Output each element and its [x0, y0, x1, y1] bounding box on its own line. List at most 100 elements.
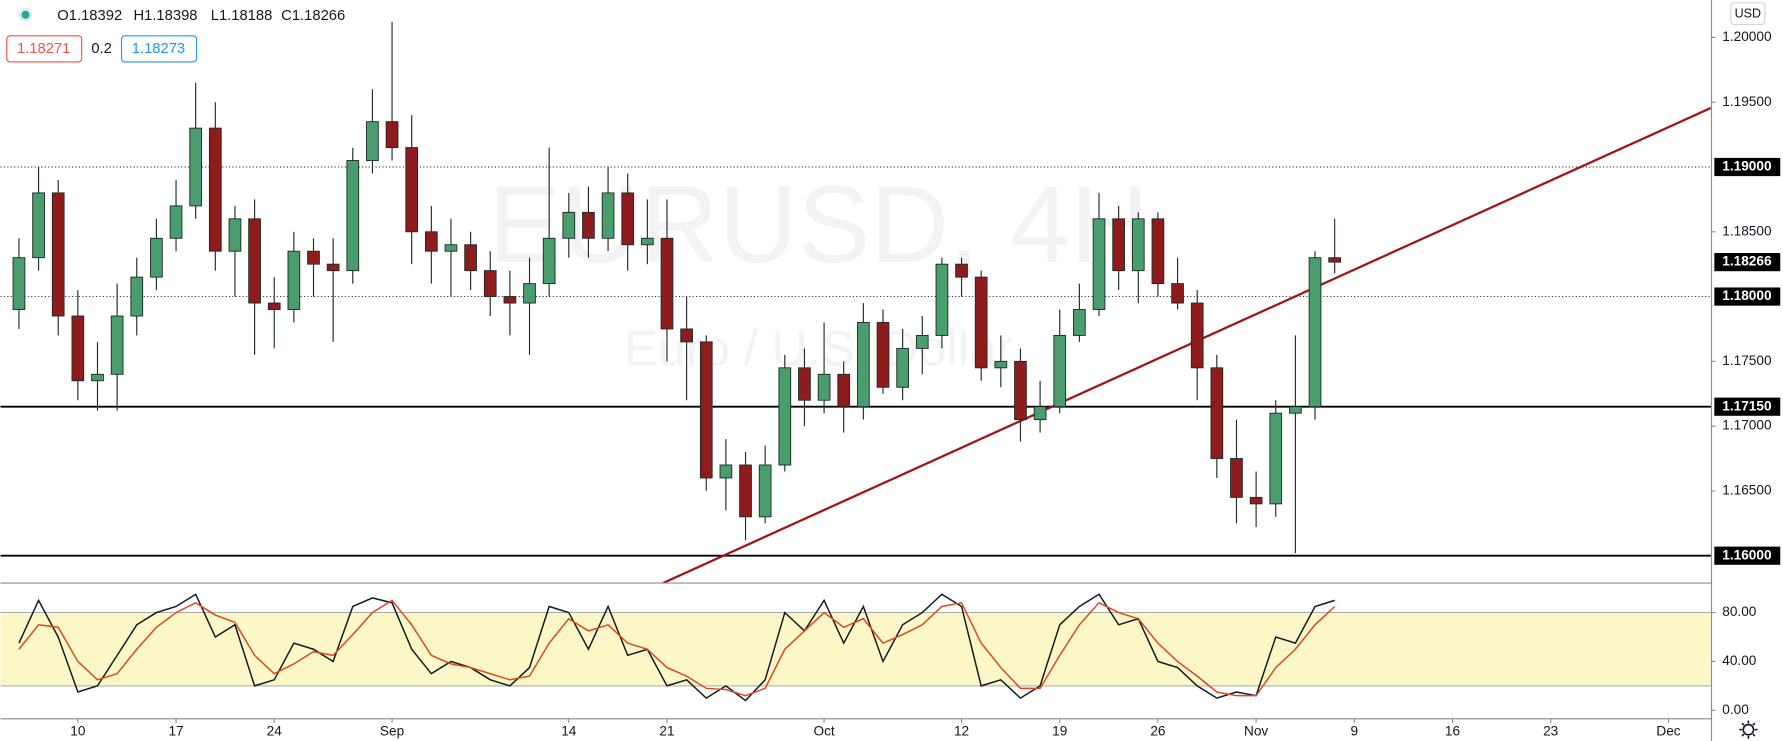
currency: USD	[1735, 7, 1761, 21]
level-label-box	[1714, 253, 1781, 272]
candle-body	[32, 192, 45, 259]
high-label: H1.18398	[133, 8, 197, 24]
candle-body	[483, 270, 497, 298]
oscillator-pane	[0, 593, 1711, 702]
settings-gear[interactable]	[1742, 723, 1755, 736]
candle-body	[228, 218, 242, 252]
y-tick-label: 1.16500	[1722, 483, 1772, 498]
price-pane	[12, 21, 1711, 584]
candle-body	[169, 205, 183, 239]
candle-body	[935, 263, 949, 336]
candle-body	[523, 283, 536, 304]
level-label-box	[1714, 287, 1781, 306]
x-tick-label: 24	[267, 724, 283, 739]
candle-body	[974, 276, 988, 369]
candle-body	[896, 347, 909, 388]
candle-body	[248, 218, 261, 304]
candle-body	[503, 296, 517, 304]
candle-body	[424, 231, 438, 252]
levels	[0, 166, 1711, 557]
oscillator-band	[0, 612, 1711, 686]
candle-body	[12, 257, 26, 310]
status-dot	[21, 10, 30, 19]
level-label: 1.19000	[1722, 159, 1772, 174]
candle-body	[876, 322, 890, 388]
candle-body	[1328, 257, 1342, 263]
candle-body	[208, 127, 222, 252]
candle-body	[1151, 218, 1165, 285]
x-tick-label: 21	[659, 724, 674, 739]
y-tick-label: 80.00	[1722, 604, 1757, 619]
candle-body	[1033, 406, 1047, 421]
candle-body	[1014, 360, 1027, 421]
candle-body	[562, 211, 576, 239]
ask-price: 1.18273	[132, 41, 185, 57]
y-tick-label: 0.00	[1722, 702, 1749, 717]
candle-body	[621, 192, 635, 246]
sell-button[interactable]	[6, 35, 83, 63]
candle-body	[1073, 309, 1086, 336]
candle-body	[601, 192, 615, 239]
candle-body	[1053, 334, 1067, 408]
open-label: O1.18392	[57, 8, 122, 24]
candle-body	[267, 302, 281, 310]
candle-body	[758, 464, 772, 518]
level-label: 1.18266	[1722, 254, 1772, 269]
y-tick-label: 1.17000	[1722, 418, 1772, 433]
candle-body	[1308, 257, 1322, 408]
candle-body	[640, 237, 654, 246]
low-label: L1.18188	[211, 8, 273, 24]
y-tick-label: 1.17500	[1722, 353, 1772, 368]
candle-body	[1269, 412, 1283, 505]
candle-body	[130, 276, 144, 317]
candle-body	[817, 373, 831, 401]
x-tick-label: 10	[70, 724, 86, 739]
candle-body	[1131, 218, 1145, 272]
candle-body	[346, 160, 360, 272]
candle-body	[857, 322, 870, 408]
candle-body	[189, 127, 203, 207]
x-tick-label: 12	[954, 724, 969, 739]
candle-body	[71, 315, 85, 382]
level-label-box	[1714, 546, 1781, 565]
spread: 0.2	[91, 41, 112, 57]
close-label: C1.18266	[281, 8, 345, 24]
buy-button[interactable]	[120, 35, 198, 63]
axes: 1.20000 1.19500 1.18500 1.17500 1.17000 1.165…	[70, 29, 1781, 739]
candle-body	[91, 373, 104, 382]
candle-body	[542, 237, 556, 285]
currency-button[interactable]	[1730, 2, 1766, 26]
candle-body	[1190, 302, 1204, 369]
level-label: 1.16000	[1722, 547, 1772, 562]
trendline	[662, 106, 1711, 584]
candle-body	[307, 250, 320, 265]
x-tick-label: 14	[561, 724, 577, 739]
candle-body	[385, 121, 399, 149]
candle-body	[366, 121, 379, 161]
y-tick-label: 40.00	[1722, 653, 1757, 668]
x-tick-label: 17	[168, 724, 183, 739]
candle-body	[150, 237, 163, 278]
candle-body	[699, 341, 713, 479]
candle-body	[1210, 367, 1224, 459]
settings-teeth[interactable]	[1739, 720, 1758, 739]
candle-body	[1289, 406, 1302, 414]
candle-body	[1249, 496, 1263, 505]
candle-body	[719, 464, 733, 479]
level-label-box	[1714, 397, 1781, 416]
candle-body	[955, 263, 968, 278]
x-tick-label: 9	[1351, 724, 1359, 739]
settings-icon[interactable]	[1739, 720, 1758, 739]
candle-body	[837, 373, 851, 408]
candle-body	[405, 147, 419, 233]
candle-body	[110, 315, 124, 375]
candle-body	[51, 192, 65, 317]
candle-body	[994, 360, 1008, 369]
bid-price: 1.18271	[17, 41, 70, 57]
oscillator-line	[18, 593, 1335, 702]
level-label: 1.17150	[1722, 398, 1772, 413]
x-tick-label: Sep	[380, 724, 404, 739]
candle-body	[680, 328, 693, 343]
candle-body	[287, 250, 301, 310]
